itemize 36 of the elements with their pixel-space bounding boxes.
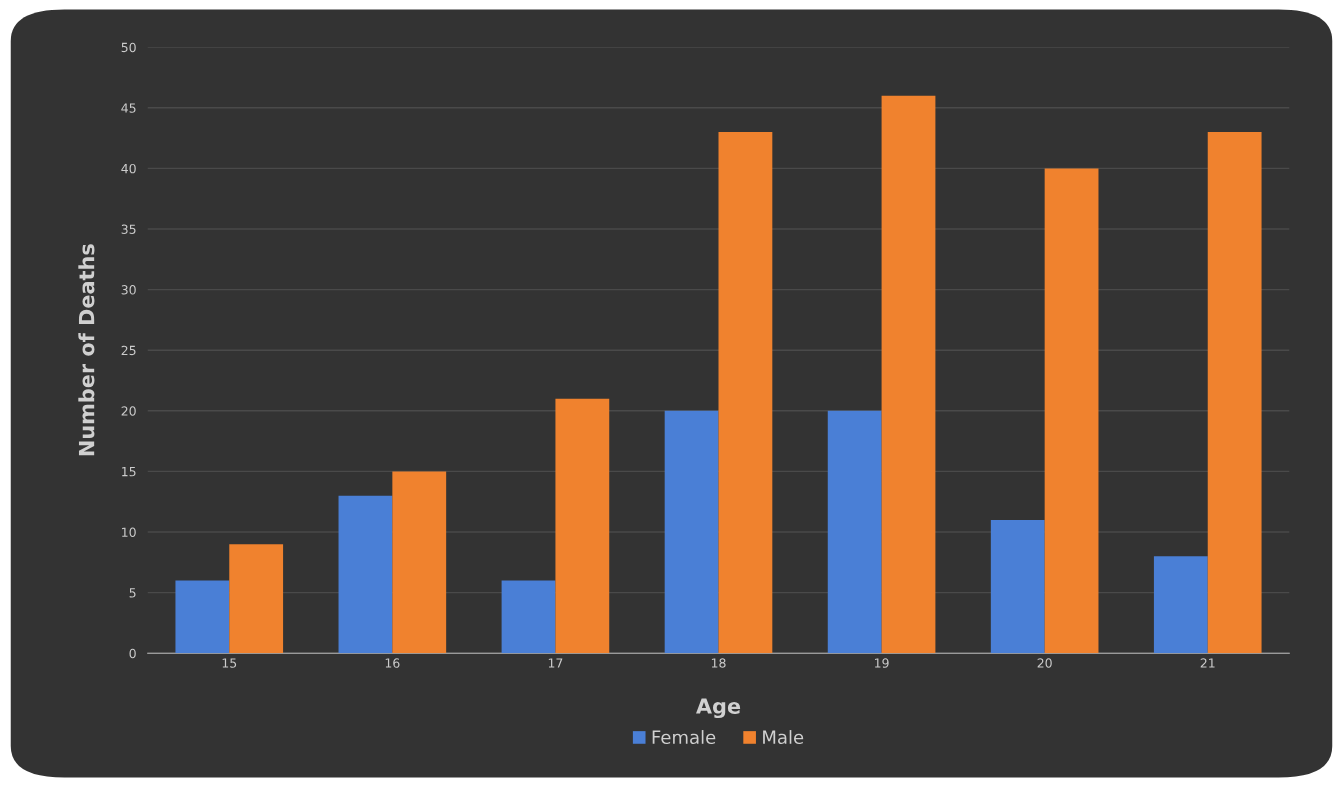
bar	[1207, 132, 1262, 654]
y-tick-label: 45	[121, 103, 136, 113]
y-tick-label: 15	[122, 467, 136, 477]
bar	[555, 398, 610, 654]
bar	[1044, 168, 1099, 654]
y-tick-label: 35	[121, 224, 136, 234]
bar	[881, 95, 936, 654]
y-tick-label: 5	[129, 588, 136, 598]
bar	[392, 471, 447, 654]
y-tick-label: 40	[121, 163, 136, 174]
x-tick-label: 21	[1200, 658, 1215, 668]
bar	[175, 580, 230, 654]
y-tick-label: 25	[121, 345, 136, 356]
legend-label: Male	[763, 730, 804, 745]
x-tick-label: 19	[875, 658, 889, 668]
legend-label: Female	[652, 730, 716, 745]
x-tick-label: 15	[222, 658, 237, 668]
bar	[718, 132, 773, 654]
x-tick-label: 17	[548, 658, 563, 668]
bar	[1153, 556, 1208, 654]
y-tick-label: 20	[121, 406, 136, 416]
y-axis-title: Number of Deaths	[78, 244, 95, 456]
y-tick-label: 0	[129, 648, 136, 659]
bar	[990, 519, 1045, 654]
x-axis-title: Age	[696, 698, 741, 719]
x-tick-label: 16	[385, 658, 400, 668]
bar	[664, 410, 719, 654]
y-tick-label: 30	[121, 285, 136, 295]
bar	[501, 580, 556, 654]
bar	[229, 544, 284, 654]
y-tick-label: 10	[122, 527, 136, 537]
y-tick-label: 50	[121, 42, 136, 53]
bar	[827, 410, 882, 654]
x-tick-label: 18	[711, 658, 726, 668]
x-tick-label: 20	[1037, 658, 1052, 668]
bar	[338, 495, 393, 654]
